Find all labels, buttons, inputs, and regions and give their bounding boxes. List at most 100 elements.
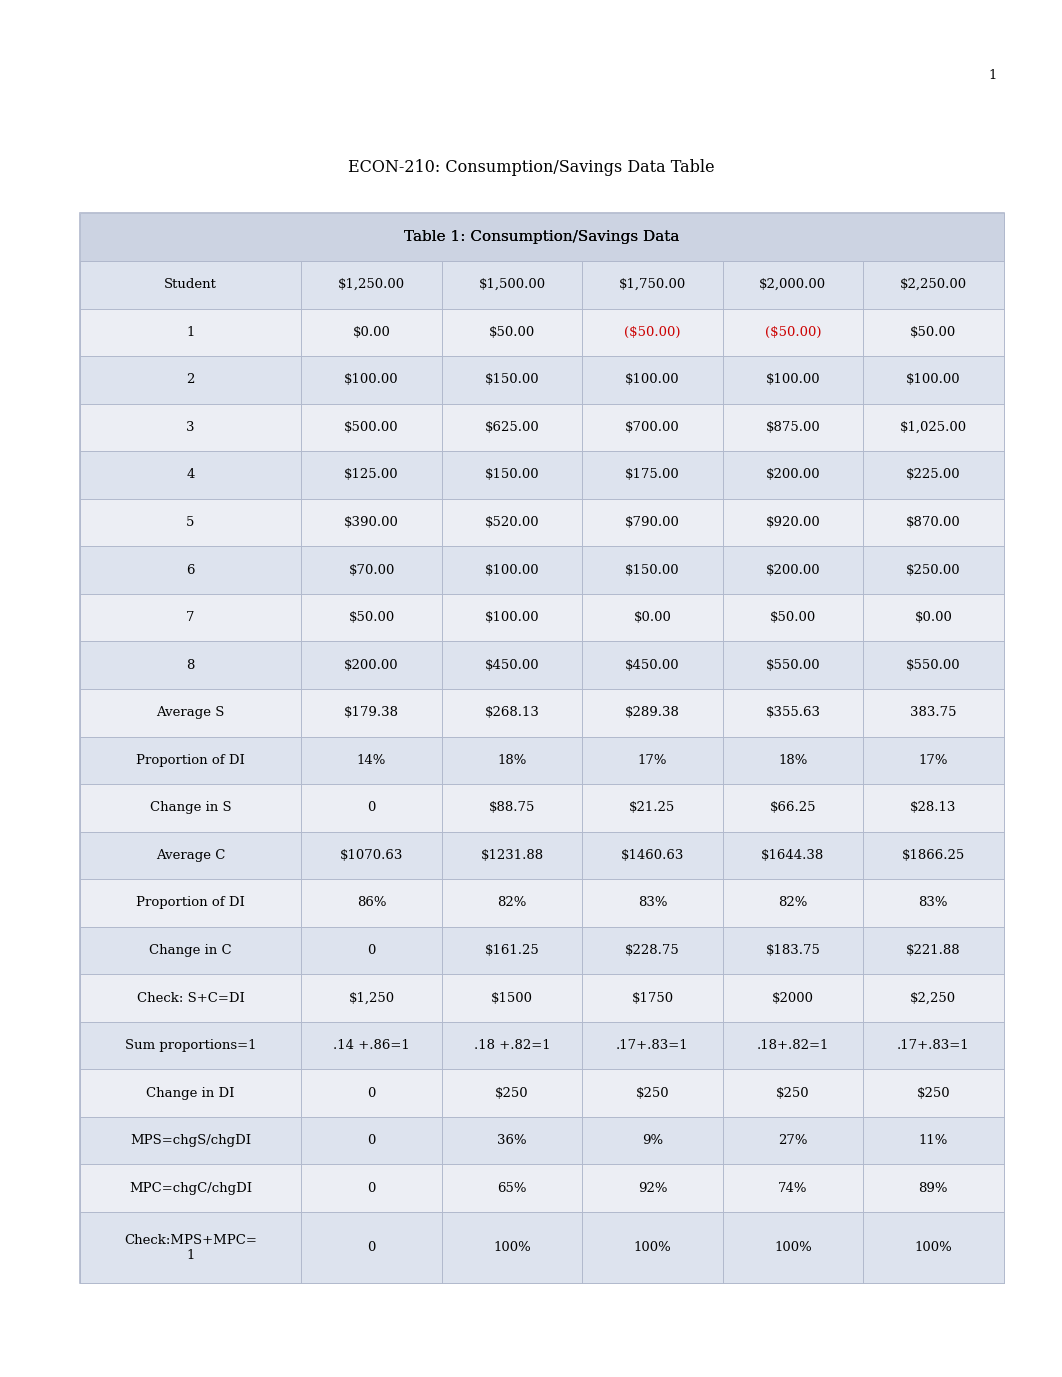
Text: $200.00: $200.00 [766, 468, 820, 482]
Text: 4: 4 [186, 468, 194, 482]
Text: $100.00: $100.00 [766, 373, 820, 387]
Text: 17%: 17% [919, 753, 948, 767]
Text: 18%: 18% [778, 753, 807, 767]
Text: $200.00: $200.00 [766, 563, 820, 577]
Text: Average C: Average C [156, 848, 225, 862]
Text: 74%: 74% [778, 1181, 808, 1195]
Text: 17%: 17% [638, 753, 667, 767]
Text: $150.00: $150.00 [626, 563, 680, 577]
Text: $100.00: $100.00 [484, 611, 539, 624]
Text: Change in DI: Change in DI [147, 1086, 235, 1100]
Text: $250: $250 [636, 1086, 669, 1100]
Text: $250: $250 [917, 1086, 950, 1100]
Text: $70.00: $70.00 [348, 563, 395, 577]
Text: $28.13: $28.13 [910, 801, 957, 814]
Text: 92%: 92% [638, 1181, 667, 1195]
Text: 0: 0 [367, 1135, 376, 1147]
Text: 3: 3 [186, 421, 194, 434]
Text: Change in S: Change in S [150, 801, 232, 814]
Text: 100%: 100% [914, 1241, 953, 1254]
Text: 2: 2 [186, 373, 194, 387]
Text: $520.00: $520.00 [484, 516, 539, 529]
Text: $700.00: $700.00 [626, 421, 680, 434]
Text: $221.88: $221.88 [906, 945, 961, 957]
Text: $200.00: $200.00 [344, 658, 399, 672]
Text: $250: $250 [495, 1086, 529, 1100]
Text: $1070.63: $1070.63 [340, 848, 404, 862]
Text: $50.00: $50.00 [348, 611, 395, 624]
Text: $1,500.00: $1,500.00 [479, 278, 546, 292]
Text: ($50.00): ($50.00) [765, 326, 821, 339]
Text: 83%: 83% [638, 896, 667, 909]
Text: $2000: $2000 [772, 991, 813, 1005]
Text: $100.00: $100.00 [906, 373, 961, 387]
Text: ECON-210: Consumption/Savings Data Table: ECON-210: Consumption/Savings Data Table [347, 160, 715, 176]
Text: $21.25: $21.25 [630, 801, 675, 814]
Text: $1866.25: $1866.25 [902, 848, 965, 862]
Text: $920.00: $920.00 [766, 516, 820, 529]
Text: $268.13: $268.13 [484, 706, 539, 719]
Text: $625.00: $625.00 [484, 421, 539, 434]
Text: Average S: Average S [156, 706, 225, 719]
Text: 11%: 11% [919, 1135, 948, 1147]
Text: $1,250.00: $1,250.00 [338, 278, 406, 292]
Text: 36%: 36% [497, 1135, 527, 1147]
Text: 18%: 18% [497, 753, 527, 767]
Text: $2,250.00: $2,250.00 [900, 278, 966, 292]
Text: 6: 6 [186, 563, 194, 577]
Text: $150.00: $150.00 [484, 373, 539, 387]
Text: .17+.83=1: .17+.83=1 [897, 1040, 970, 1052]
Text: $450.00: $450.00 [484, 658, 539, 672]
Text: $289.38: $289.38 [626, 706, 680, 719]
Text: $1,250: $1,250 [348, 991, 395, 1005]
Text: $88.75: $88.75 [489, 801, 535, 814]
Text: $228.75: $228.75 [626, 945, 680, 957]
Text: 383.75: 383.75 [910, 706, 957, 719]
Text: $1,025.00: $1,025.00 [900, 421, 966, 434]
Text: 0: 0 [367, 1086, 376, 1100]
Text: $1644.38: $1644.38 [761, 848, 824, 862]
Text: 100%: 100% [493, 1241, 531, 1254]
Text: $2,000.00: $2,000.00 [759, 278, 826, 292]
Text: $870.00: $870.00 [906, 516, 961, 529]
Text: $1500: $1500 [491, 991, 533, 1005]
Text: 65%: 65% [497, 1181, 527, 1195]
Text: 0: 0 [367, 1241, 376, 1254]
Text: Proportion of DI: Proportion of DI [136, 753, 245, 767]
Text: $355.63: $355.63 [766, 706, 821, 719]
Text: Proportion of DI: Proportion of DI [136, 896, 245, 909]
Text: $1460.63: $1460.63 [621, 848, 684, 862]
Text: 7: 7 [186, 611, 194, 624]
Text: 8: 8 [186, 658, 194, 672]
Text: $225.00: $225.00 [906, 468, 961, 482]
Text: $66.25: $66.25 [770, 801, 817, 814]
Text: 5: 5 [186, 516, 194, 529]
Text: $0.00: $0.00 [353, 326, 391, 339]
Text: 86%: 86% [357, 896, 387, 909]
Text: .18+.82=1: .18+.82=1 [757, 1040, 829, 1052]
Text: 89%: 89% [919, 1181, 948, 1195]
Text: $390.00: $390.00 [344, 516, 399, 529]
Text: $875.00: $875.00 [766, 421, 820, 434]
Text: ($50.00): ($50.00) [624, 326, 681, 339]
Text: $500.00: $500.00 [344, 421, 399, 434]
Text: $100.00: $100.00 [484, 563, 539, 577]
Text: $2,250: $2,250 [910, 991, 957, 1005]
Text: MPC=chgC/chgDI: MPC=chgC/chgDI [129, 1181, 252, 1195]
Text: $183.75: $183.75 [766, 945, 820, 957]
Text: 100%: 100% [634, 1241, 671, 1254]
Text: 82%: 82% [497, 896, 527, 909]
Text: Check: S+C=DI: Check: S+C=DI [137, 991, 244, 1005]
Text: $179.38: $179.38 [344, 706, 399, 719]
Text: $450.00: $450.00 [626, 658, 680, 672]
Text: 0: 0 [367, 801, 376, 814]
Text: 27%: 27% [778, 1135, 808, 1147]
Text: Sum proportions=1: Sum proportions=1 [124, 1040, 256, 1052]
Text: $1750: $1750 [632, 991, 673, 1005]
Text: .18 +.82=1: .18 +.82=1 [474, 1040, 550, 1052]
Text: $1231.88: $1231.88 [480, 848, 544, 862]
Text: 1: 1 [186, 326, 194, 339]
Text: Table 1: Consumption/Savings Data: Table 1: Consumption/Savings Data [404, 230, 680, 244]
Text: 1: 1 [989, 69, 997, 83]
Text: $125.00: $125.00 [344, 468, 399, 482]
